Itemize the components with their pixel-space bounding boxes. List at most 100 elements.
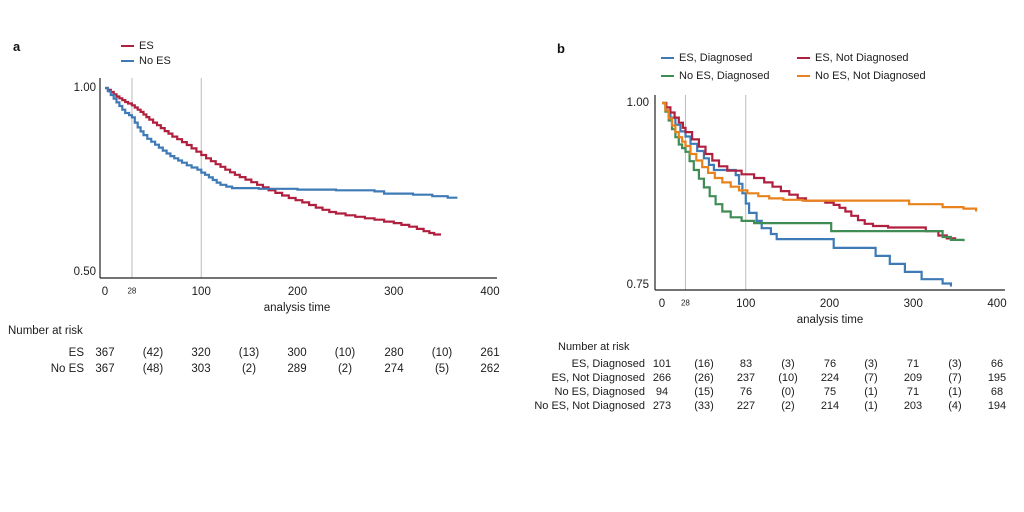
risk-cell: 209 xyxy=(904,372,922,384)
risk-row-label: ES xyxy=(69,347,85,359)
risk-cell: (42) xyxy=(143,347,164,359)
y-tick-label: 1.00 xyxy=(627,97,649,109)
risk-cell: (3) xyxy=(948,358,961,370)
risk-cell: 76 xyxy=(740,386,752,398)
risk-cell: 71 xyxy=(907,386,919,398)
legend-line-swatch xyxy=(661,57,674,59)
legend-entry-es: ES xyxy=(121,39,171,53)
risk-table-heading: Number at risk xyxy=(8,325,83,337)
survival-curve-es xyxy=(105,86,441,236)
x-tick-label: 300 xyxy=(904,298,923,310)
risk-cell: 195 xyxy=(988,372,1006,384)
risk-cell: 237 xyxy=(737,372,755,384)
x-minor-tick-label: 28 xyxy=(681,299,690,308)
risk-row-label: ES, Not Diagnosed xyxy=(551,372,645,384)
legend-line-swatch xyxy=(797,57,810,59)
x-tick-label: 400 xyxy=(987,298,1006,310)
risk-cell: (7) xyxy=(864,372,877,384)
x-tick-label: 0 xyxy=(659,298,665,310)
risk-cell: (16) xyxy=(694,358,714,370)
risk-cell: 227 xyxy=(737,400,755,412)
risk-row-label: ES, Diagnosed xyxy=(572,358,645,370)
km-chart-panel-a: 1.00 0.50 0 100 200 300 400 28 analysis time Numb… xyxy=(8,78,500,375)
risk-cell: (2) xyxy=(338,363,352,375)
risk-cell: (2) xyxy=(242,363,256,375)
risk-cell: (15) xyxy=(694,386,714,398)
risk-cell: 289 xyxy=(287,363,306,375)
legend-line-swatch xyxy=(121,45,134,47)
risk-cell: 367 xyxy=(95,363,114,375)
risk-cell: (3) xyxy=(781,358,794,370)
risk-cell: 367 xyxy=(95,347,114,359)
risk-cell: 266 xyxy=(653,372,671,384)
risk-cell: 320 xyxy=(191,347,210,359)
risk-cell: (1) xyxy=(948,386,961,398)
risk-row-label: No ES xyxy=(51,363,85,375)
risk-cell: (13) xyxy=(239,347,260,359)
risk-cell: 75 xyxy=(824,386,836,398)
legend-line-swatch xyxy=(121,60,134,62)
survival-curve-es-diagnosed xyxy=(662,101,952,287)
risk-cell: 303 xyxy=(191,363,210,375)
legend-panel-b: ES, Diagnosed ES, Not Diagnosed No ES, Dia… xyxy=(661,51,926,83)
survival-curve-no-es xyxy=(105,86,458,199)
legend-label: No ES xyxy=(139,55,171,67)
x-tick-label: 0 xyxy=(102,286,108,298)
x-tick-label: 200 xyxy=(288,286,307,298)
risk-cell: 280 xyxy=(384,347,403,359)
x-minor-tick-label: 28 xyxy=(127,287,136,296)
x-tick-label: 100 xyxy=(192,286,211,298)
risk-cell: 101 xyxy=(653,358,671,370)
risk-cell: (26) xyxy=(694,372,714,384)
x-tick-label: 300 xyxy=(384,286,403,298)
legend-entry-es-not-diagnosed: ES, Not Diagnosed xyxy=(797,51,926,65)
risk-cell: (4) xyxy=(948,400,961,412)
risk-cell: (1) xyxy=(864,400,877,412)
x-tick-label: 200 xyxy=(820,298,839,310)
risk-cell: (33) xyxy=(694,400,714,412)
y-tick-label: 0.75 xyxy=(627,279,649,291)
x-tick-label: 100 xyxy=(736,298,755,310)
risk-cell: (48) xyxy=(143,363,164,375)
legend-entry-no-es-not-diagnosed: No ES, Not Diagnosed xyxy=(797,69,926,83)
risk-cell: 83 xyxy=(740,358,752,370)
legend-entry-no-es: No ES xyxy=(121,54,171,68)
risk-cell: (10) xyxy=(432,347,453,359)
legend-label: ES, Diagnosed xyxy=(679,52,753,64)
panel-a-letter: a xyxy=(13,39,21,54)
risk-cell: (7) xyxy=(948,372,961,384)
risk-cell: 261 xyxy=(480,347,499,359)
risk-cell: 194 xyxy=(988,400,1006,412)
panel-b-letter: b xyxy=(557,41,565,56)
risk-cell: (1) xyxy=(864,386,877,398)
survival-curve-no-es-not-diagnosed xyxy=(662,101,978,212)
risk-cell: 66 xyxy=(991,358,1003,370)
y-tick-label: 0.50 xyxy=(74,266,96,278)
legend-panel-a: ES No ES xyxy=(121,39,171,69)
risk-table-heading: Number at risk xyxy=(558,341,630,353)
risk-cell: (3) xyxy=(864,358,877,370)
risk-row-label: No ES, Not Diagnosed xyxy=(534,400,645,412)
legend-label: No ES, Not Diagnosed xyxy=(815,70,926,82)
legend-label: ES, Not Diagnosed xyxy=(815,52,909,64)
risk-cell: 273 xyxy=(653,400,671,412)
risk-cell: (2) xyxy=(781,400,794,412)
risk-cell: 71 xyxy=(907,358,919,370)
legend-entry-es-diagnosed: ES, Diagnosed xyxy=(661,51,797,65)
risk-cell: 300 xyxy=(287,347,306,359)
risk-cell: 262 xyxy=(480,363,499,375)
survival-curve-es-not-diagnosed xyxy=(662,101,957,241)
risk-cell: (10) xyxy=(335,347,356,359)
risk-cell: (0) xyxy=(781,386,794,398)
risk-row-label: No ES, Diagnosed xyxy=(555,386,646,398)
risk-cell: 224 xyxy=(821,372,839,384)
risk-cell: 214 xyxy=(821,400,839,412)
x-axis-title: analysis time xyxy=(264,302,330,314)
risk-cell: 76 xyxy=(824,358,836,370)
legend-line-swatch xyxy=(661,75,674,77)
y-tick-label: 1.00 xyxy=(74,82,96,94)
risk-cell: (5) xyxy=(435,363,449,375)
x-axis-title: analysis time xyxy=(797,314,863,326)
legend-label: ES xyxy=(139,40,154,52)
